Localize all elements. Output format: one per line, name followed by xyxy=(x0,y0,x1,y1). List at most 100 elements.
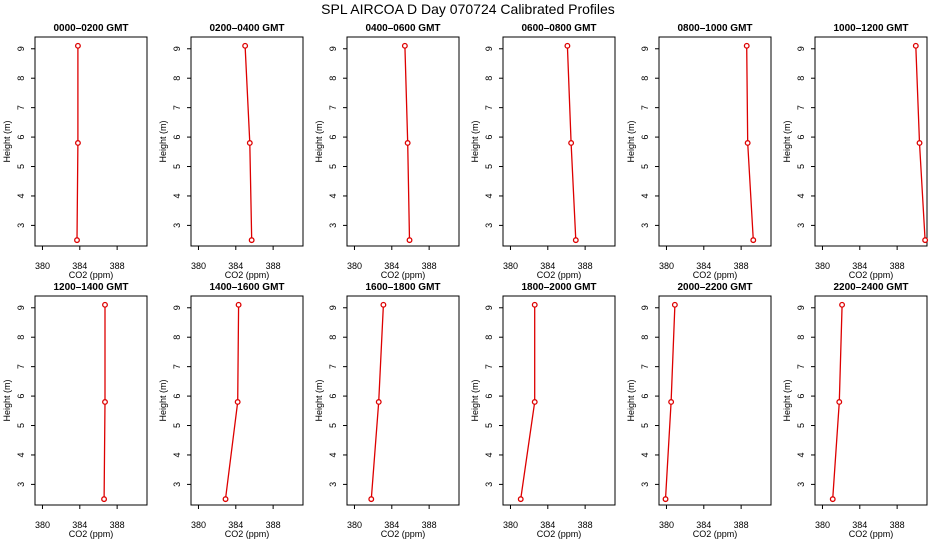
x-axis-label: CO2 (ppm) xyxy=(537,270,582,280)
y-tick-label: 9 xyxy=(796,305,806,310)
y-tick-label: 9 xyxy=(172,46,182,51)
x-axis-label: CO2 (ppm) xyxy=(69,270,114,280)
panel-title: 1400–1600 GMT xyxy=(209,282,284,293)
y-tick-label: 8 xyxy=(328,76,338,81)
x-tick-label: 380 xyxy=(503,520,518,530)
x-tick-label: 388 xyxy=(578,261,593,271)
y-tick-label: 3 xyxy=(640,482,650,487)
y-tick-label: 9 xyxy=(796,46,806,51)
y-tick-label: 8 xyxy=(484,76,494,81)
y-tick-label: 8 xyxy=(484,335,494,340)
x-axis-label: CO2 (ppm) xyxy=(693,270,738,280)
data-point xyxy=(380,301,387,308)
y-tick-label: 3 xyxy=(796,482,806,487)
y-tick-label: 7 xyxy=(172,364,182,369)
y-tick-label: 7 xyxy=(16,105,26,110)
data-point xyxy=(234,399,241,405)
data-point xyxy=(242,42,249,49)
x-axis-label: CO2 (ppm) xyxy=(849,270,894,280)
y-axis-label: Height (m) xyxy=(782,120,792,162)
y-tick-label: 6 xyxy=(16,135,26,140)
y-tick-label: 4 xyxy=(172,452,182,457)
x-tick-label: 388 xyxy=(890,261,905,271)
x-tick-label: 380 xyxy=(347,261,362,271)
y-tick-label: 3 xyxy=(172,223,182,228)
y-tick-label: 6 xyxy=(328,394,338,399)
y-tick-label: 4 xyxy=(172,193,182,198)
y-tick-label: 7 xyxy=(328,105,338,110)
x-tick-label: 384 xyxy=(72,520,87,530)
y-tick-label: 3 xyxy=(328,482,338,487)
y-tick-label: 5 xyxy=(484,423,494,428)
x-tick-label: 388 xyxy=(110,261,125,271)
y-tick-label: 5 xyxy=(172,423,182,428)
x-tick-label: 380 xyxy=(815,261,830,271)
y-tick-label: 9 xyxy=(328,305,338,310)
y-tick-label: 4 xyxy=(796,193,806,198)
data-point xyxy=(662,496,669,503)
figure-title: SPL AIRCOA D Day 070724 Calibrated Profi… xyxy=(321,1,615,17)
y-tick-label: 9 xyxy=(484,46,494,51)
y-tick-label: 4 xyxy=(484,193,494,198)
y-tick-label: 4 xyxy=(796,452,806,457)
y-tick-label: 7 xyxy=(484,364,494,369)
x-axis-label: CO2 (ppm) xyxy=(693,529,738,539)
y-tick-label: 8 xyxy=(796,76,806,81)
x-tick-label: 388 xyxy=(110,520,125,530)
panel-title: 1600–1800 GMT xyxy=(365,282,440,293)
y-tick-label: 3 xyxy=(640,223,650,228)
data-point xyxy=(235,301,242,308)
x-tick-label: 388 xyxy=(422,261,437,271)
data-point xyxy=(668,399,675,405)
y-tick-label: 5 xyxy=(484,164,494,169)
y-tick-label: 5 xyxy=(16,423,26,428)
data-point xyxy=(836,399,843,405)
data-point xyxy=(750,237,757,244)
x-tick-label: 380 xyxy=(659,520,674,530)
y-tick-label: 7 xyxy=(796,105,806,110)
x-tick-label: 380 xyxy=(659,261,674,271)
data-point xyxy=(744,140,751,146)
x-tick-label: 384 xyxy=(696,520,711,530)
y-tick-label: 4 xyxy=(16,193,26,198)
y-tick-label: 8 xyxy=(172,76,182,81)
data-point xyxy=(912,42,919,49)
data-point xyxy=(743,42,750,49)
panel-title: 0000–0200 GMT xyxy=(53,23,128,34)
x-tick-label: 384 xyxy=(72,261,87,271)
plot-frame xyxy=(502,36,616,247)
y-tick-label: 7 xyxy=(16,364,26,369)
y-tick-label: 8 xyxy=(16,335,26,340)
plot-frame xyxy=(346,295,460,506)
data-point xyxy=(404,140,411,146)
data-point xyxy=(531,399,538,405)
x-tick-label: 380 xyxy=(35,520,50,530)
y-tick-label: 6 xyxy=(484,135,494,140)
y-tick-label: 7 xyxy=(484,105,494,110)
y-axis-label: Height (m) xyxy=(626,120,636,162)
y-tick-label: 3 xyxy=(172,482,182,487)
data-point xyxy=(101,496,108,503)
y-tick-label: 8 xyxy=(328,335,338,340)
plot-frame xyxy=(502,295,616,506)
plot-frame xyxy=(346,36,460,247)
panel-title: 0200–0400 GMT xyxy=(209,23,284,34)
y-tick-label: 3 xyxy=(796,223,806,228)
x-axis-label: CO2 (ppm) xyxy=(537,529,582,539)
y-tick-label: 9 xyxy=(172,305,182,310)
x-axis-label: CO2 (ppm) xyxy=(381,529,426,539)
y-tick-label: 5 xyxy=(328,164,338,169)
x-tick-label: 380 xyxy=(503,261,518,271)
x-tick-label: 388 xyxy=(266,261,281,271)
y-axis-label: Height (m) xyxy=(314,379,324,421)
x-tick-label: 388 xyxy=(734,261,749,271)
data-point xyxy=(222,496,229,503)
x-tick-label: 384 xyxy=(540,520,555,530)
